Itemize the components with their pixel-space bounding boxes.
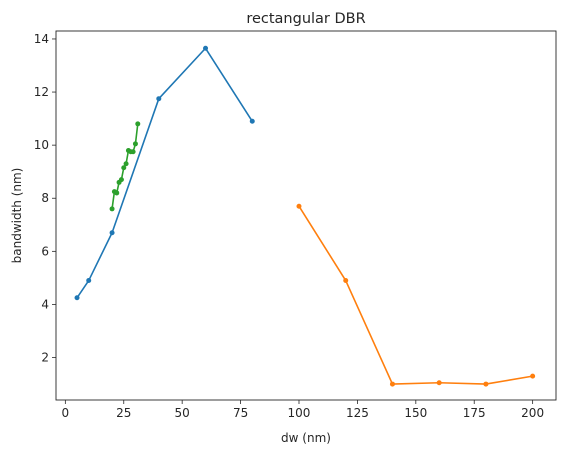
data-point	[74, 295, 80, 301]
y-tick-label: 12	[34, 85, 49, 99]
x-tick-label: 75	[233, 406, 248, 420]
data-point	[109, 206, 115, 212]
data-point	[109, 230, 115, 236]
y-tick-label: 4	[41, 297, 49, 311]
data-point	[249, 118, 255, 124]
plot-frame	[55, 30, 557, 401]
x-axis-label: dw (nm)	[281, 431, 331, 445]
data-point	[296, 203, 302, 209]
y-tick-label: 6	[41, 244, 49, 258]
data-point	[156, 96, 162, 102]
x-tick-label: 0	[62, 406, 70, 420]
data-point	[135, 121, 141, 127]
series-2	[296, 203, 536, 387]
data-point	[123, 161, 129, 167]
y-tick-label: 8	[41, 191, 49, 205]
chart-title: rectangular DBR	[246, 11, 365, 27]
y-tick-label: 14	[34, 32, 49, 46]
data-point	[86, 278, 92, 284]
data-point	[132, 141, 138, 147]
x-tick-label: 100	[288, 406, 311, 420]
y-tick-label: 10	[34, 138, 49, 152]
x-tick-label: 175	[463, 406, 486, 420]
data-point	[130, 149, 136, 155]
data-point	[121, 165, 127, 171]
series-1	[74, 45, 255, 301]
x-tick-label: 25	[116, 406, 131, 420]
y-axis-label: bandwidth (nm)	[10, 168, 24, 264]
plot-area	[74, 45, 536, 387]
data-point	[436, 380, 442, 386]
series-line	[76, 47, 253, 299]
x-tick-label: 50	[175, 406, 190, 420]
data-point	[203, 45, 209, 51]
series-line	[298, 205, 533, 385]
data-point	[530, 373, 536, 379]
data-point	[343, 278, 349, 284]
data-point	[483, 381, 489, 387]
x-tick-label: 125	[346, 406, 369, 420]
data-point	[389, 381, 395, 387]
x-tick-label: 200	[521, 406, 544, 420]
data-point	[118, 177, 124, 183]
series-3	[109, 121, 141, 212]
y-tick-label: 2	[41, 351, 49, 365]
data-point	[114, 190, 120, 196]
axis-ticks: 0 25 50 75 100 125 150 175 200 2 4 6 8 10 12 14	[34, 32, 544, 420]
x-tick-label: 150	[404, 406, 427, 420]
